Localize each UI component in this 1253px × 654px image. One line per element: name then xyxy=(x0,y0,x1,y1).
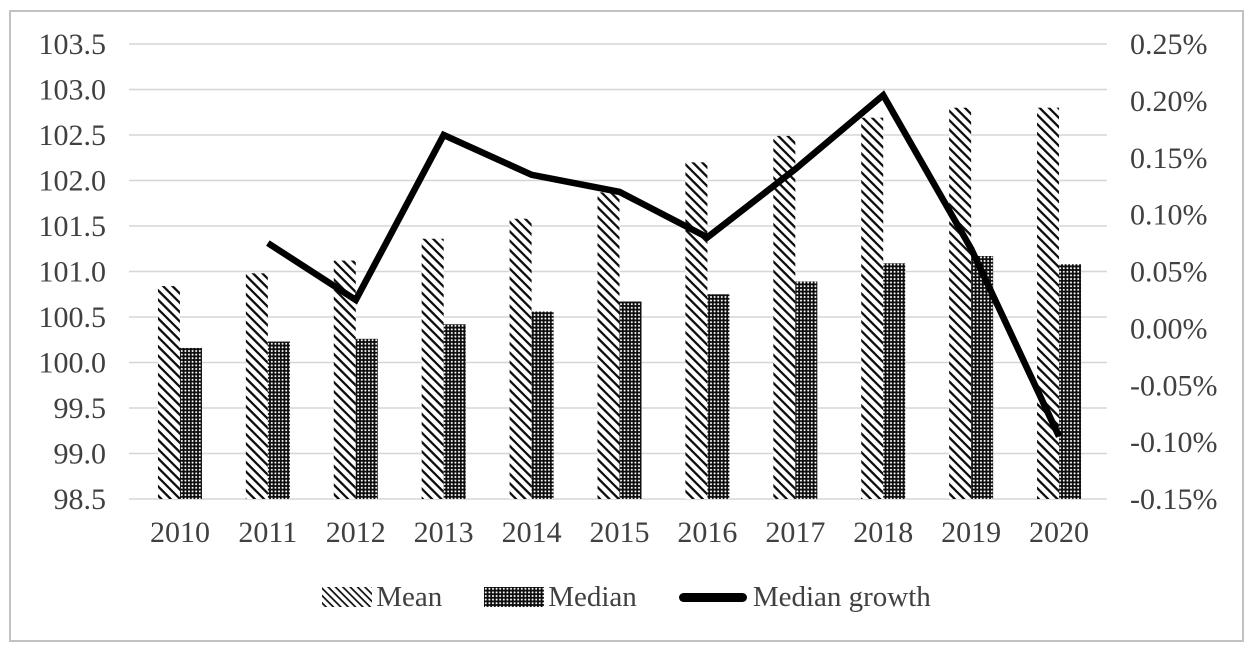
right-axis-tick-label: 0.15% xyxy=(1130,142,1208,175)
left-axis-tick-label: 98.5 xyxy=(54,483,107,516)
right-axis-tick-label: 0.00% xyxy=(1130,312,1208,345)
bar-mean-2017 xyxy=(773,135,796,499)
chart-border xyxy=(9,10,1244,642)
median-growth-line xyxy=(266,90,1062,438)
x-axis-year-label: 2014 xyxy=(502,516,562,549)
legend-item-mean: Mean xyxy=(322,581,442,613)
bar-median-2010 xyxy=(179,347,202,499)
left-axis-tick-label: 103.5 xyxy=(39,28,107,61)
left-axis-tick-label: 103.0 xyxy=(39,74,107,107)
bar-mean-2010 xyxy=(157,286,180,499)
bar-median-2011 xyxy=(267,341,290,499)
legend-item-median: Median xyxy=(484,581,637,613)
bar-median-2013 xyxy=(443,324,466,499)
right-axis-tick-label: -0.15% xyxy=(1130,483,1217,516)
left-axis-tick-label: 99.5 xyxy=(54,392,107,425)
x-axis-year-label: 2019 xyxy=(941,516,1001,549)
right-axis-tick-label: 0.25% xyxy=(1130,28,1208,61)
left-axis-tick-label: 102.0 xyxy=(39,165,107,198)
left-axis-tick-label: 100.5 xyxy=(39,301,107,334)
legend-item-median-growth: Median growth xyxy=(678,581,931,613)
right-axis-tick-label: -0.10% xyxy=(1130,426,1217,459)
x-axis-year-label: 2016 xyxy=(677,516,737,549)
x-axis-year-label: 2013 xyxy=(414,516,474,549)
bar-median-2012 xyxy=(355,338,378,499)
bar-mean-2018 xyxy=(861,117,884,500)
bar-median-2014 xyxy=(531,311,554,499)
bar-mean-2019 xyxy=(949,107,972,499)
bar-median-2016 xyxy=(707,294,730,499)
bar-mean-2014 xyxy=(509,218,532,499)
legend-label-median: Median xyxy=(548,581,637,613)
bar-median-2017 xyxy=(795,281,818,499)
x-axis-year-label: 2015 xyxy=(590,516,650,549)
bar-median-2018 xyxy=(883,263,906,499)
legend-label-median-growth: Median growth xyxy=(752,581,931,613)
bar-mean-2011 xyxy=(245,273,268,499)
mean-hatch-swatch-icon xyxy=(322,587,373,607)
x-axis-year-label: 2017 xyxy=(765,516,825,549)
left-axis-tick-label: 101.0 xyxy=(39,256,107,289)
chart-legend: Mean Median Median growth xyxy=(0,581,1253,613)
x-axis-year-label: 2018 xyxy=(853,516,913,549)
x-axis-year-label: 2012 xyxy=(326,516,386,549)
left-axis-tick-label: 101.5 xyxy=(39,210,107,243)
bar-median-2019 xyxy=(971,256,994,499)
left-axis-tick-label: 99.0 xyxy=(54,438,107,471)
bar-mean-2012 xyxy=(333,260,356,499)
bar-median-2015 xyxy=(619,301,642,499)
median-dots-swatch-icon xyxy=(484,587,545,607)
bar-mean-2016 xyxy=(685,162,708,500)
right-axis-tick-label: 0.20% xyxy=(1130,85,1208,118)
left-axis-tick-label: 100.0 xyxy=(39,347,107,380)
bar-mean-2013 xyxy=(421,238,444,500)
right-axis-tick-label: -0.05% xyxy=(1130,369,1217,402)
bar-median-2020 xyxy=(1059,264,1082,499)
bar-mean-2015 xyxy=(597,192,620,499)
x-axis-year-label: 2011 xyxy=(238,516,297,549)
median-growth-line-swatch-icon xyxy=(678,592,747,602)
right-axis-tick-label: 0.10% xyxy=(1130,199,1208,232)
bar-mean-2020 xyxy=(1037,107,1060,499)
x-axis-year-label: 2020 xyxy=(1029,516,1089,549)
right-axis-tick-label: 0.05% xyxy=(1130,256,1208,289)
legend-label-mean: Mean xyxy=(376,581,443,613)
left-axis-tick-label: 102.5 xyxy=(39,119,107,152)
x-axis-year-label: 2010 xyxy=(150,516,210,549)
